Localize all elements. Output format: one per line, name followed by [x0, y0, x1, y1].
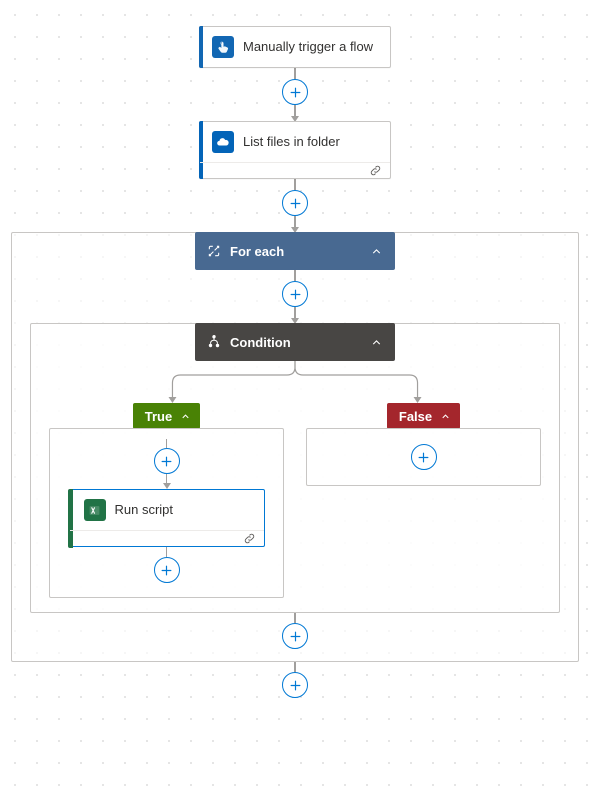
true-branch: True [49, 403, 284, 598]
card-footer [70, 530, 264, 546]
trigger-label: Manually trigger a flow [243, 39, 380, 56]
add-step-button[interactable] [282, 190, 308, 216]
add-step-button[interactable] [282, 672, 308, 698]
false-container [306, 428, 541, 486]
card-footer [200, 162, 390, 178]
condition-label: Condition [230, 335, 291, 350]
connector-line [294, 662, 295, 672]
condition-container: Condition [30, 323, 560, 613]
foreach-header[interactable]: For each [195, 232, 395, 270]
condition-header[interactable]: Condition [195, 323, 395, 361]
true-label: True [145, 409, 172, 424]
add-step-button[interactable] [154, 557, 180, 583]
chevron-up-icon[interactable] [370, 245, 383, 258]
connector-line [294, 270, 295, 281]
connector-line [166, 474, 167, 483]
connector-line [166, 439, 167, 448]
connector-line [294, 105, 295, 116]
flow-canvas: Manually trigger a flow List files in fo… [0, 0, 590, 698]
list-files-label: List files in folder [243, 134, 380, 151]
link-icon [243, 532, 256, 545]
run-script-label: Run script [115, 502, 254, 519]
false-branch: False [306, 403, 541, 598]
connector-line [294, 179, 295, 190]
false-label: False [399, 409, 432, 424]
chevron-up-icon [440, 411, 451, 422]
true-container: Run script [49, 428, 284, 598]
foreach-label: For each [230, 244, 284, 259]
add-step-button[interactable] [282, 623, 308, 649]
true-badge[interactable]: True [133, 403, 200, 429]
connector-line [294, 68, 295, 79]
add-step-button[interactable] [282, 281, 308, 307]
chevron-up-icon[interactable] [370, 336, 383, 349]
branch-connectors [31, 361, 559, 403]
false-badge[interactable]: False [387, 403, 460, 429]
link-icon [369, 164, 382, 177]
add-step-button[interactable] [411, 444, 437, 470]
add-step-button[interactable] [154, 448, 180, 474]
trigger-accent [199, 26, 203, 68]
trigger-card[interactable]: Manually trigger a flow [199, 26, 391, 68]
connector-line [294, 216, 295, 227]
touch-icon [212, 36, 234, 58]
run-script-card[interactable]: Run script [69, 489, 265, 547]
connector-line [166, 547, 167, 557]
foreach-container: For each Condition [11, 232, 579, 662]
connector-line [294, 307, 295, 318]
loop-icon [207, 244, 221, 258]
connector-line [294, 613, 295, 623]
excel-icon [84, 499, 106, 521]
cloud-icon [212, 131, 234, 153]
branch-icon [207, 335, 221, 349]
list-files-card[interactable]: List files in folder [199, 121, 391, 179]
add-step-button[interactable] [282, 79, 308, 105]
chevron-up-icon [180, 411, 191, 422]
